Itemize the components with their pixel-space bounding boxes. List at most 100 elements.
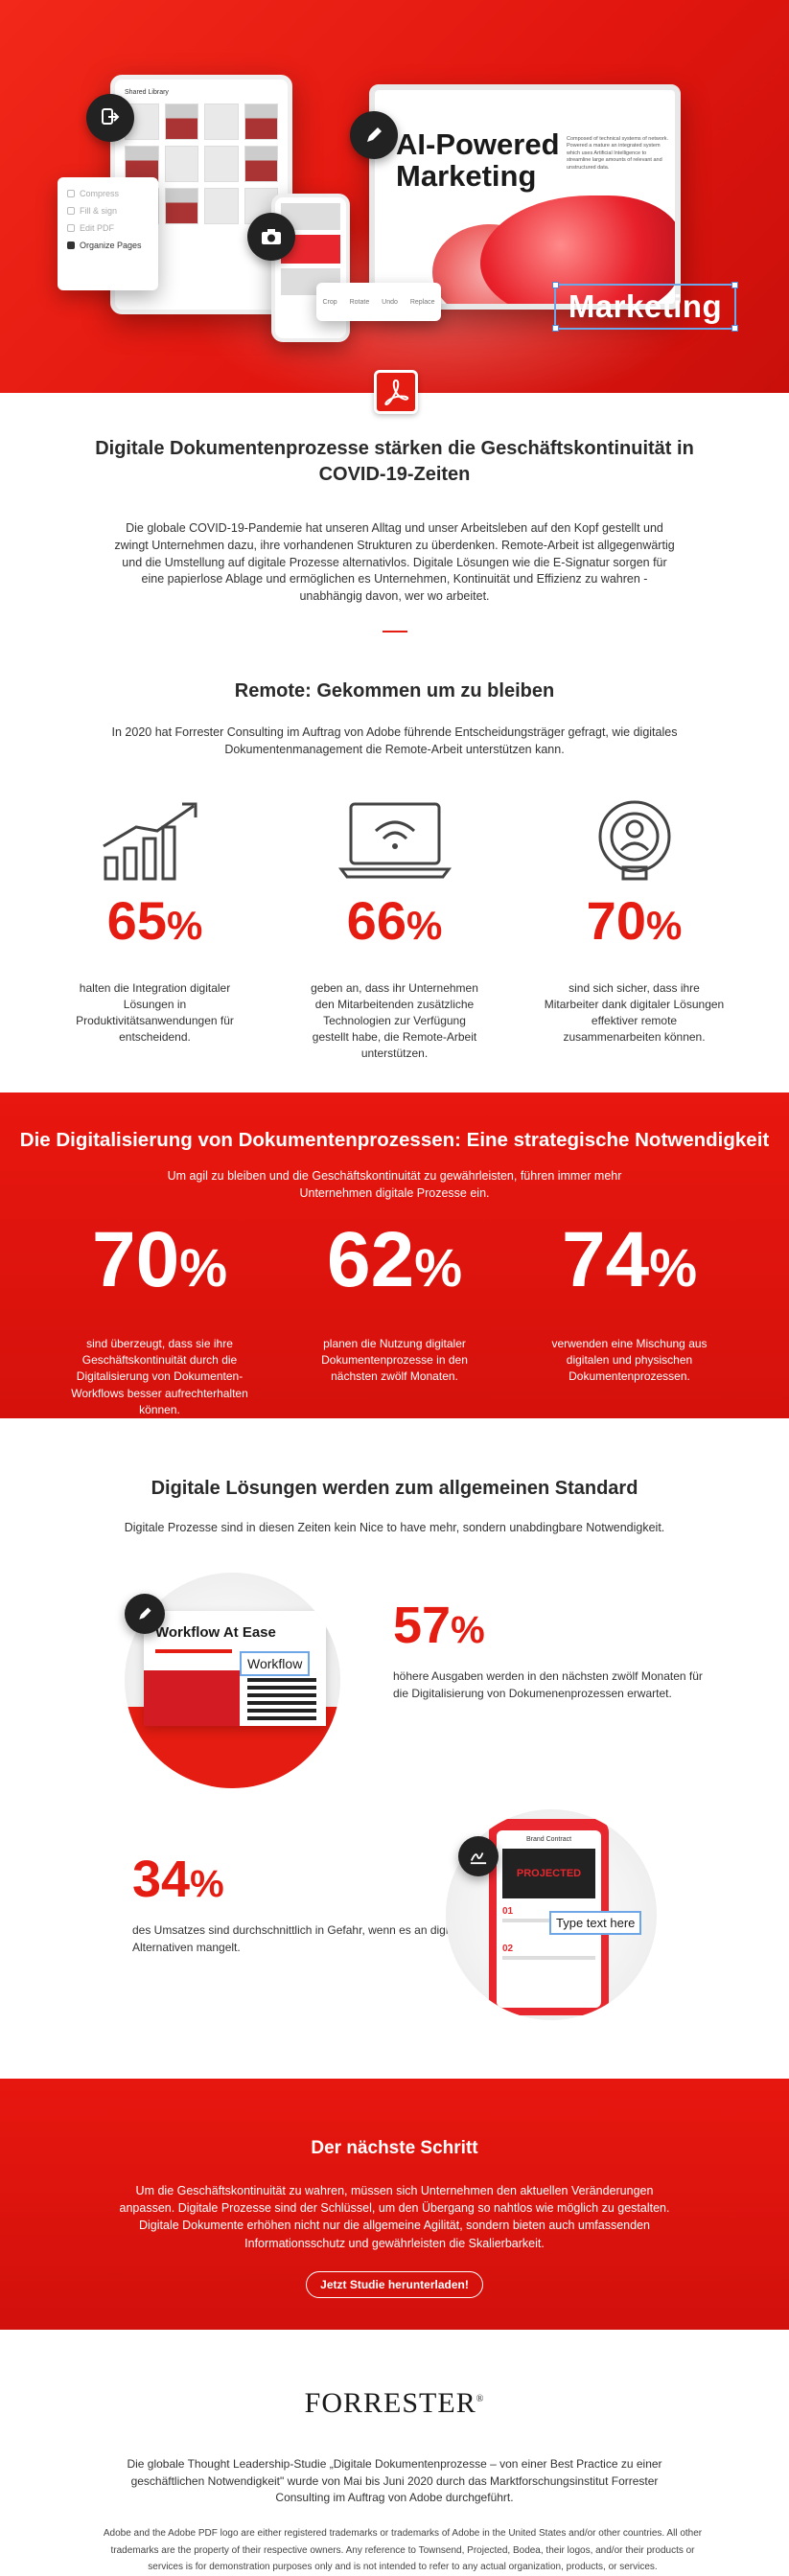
stat-description: planen die Nutzung digitaler Dokumentenp… xyxy=(321,1337,468,1384)
laptop-wifi-icon xyxy=(299,794,491,883)
stat-value: 66% xyxy=(299,894,491,948)
rotate-tool[interactable]: Rotate xyxy=(349,298,370,306)
marketing-text-selection[interactable]: Marketing xyxy=(552,282,738,332)
camera-icon xyxy=(247,213,295,261)
remote-stats: 65% halten die Integration digitaler Lös… xyxy=(59,794,731,1062)
stat-number: 66 xyxy=(346,890,406,951)
resize-handle[interactable] xyxy=(731,282,738,288)
stat-description: des Umsatzes sind durchschnittlich in Ge… xyxy=(132,1923,474,1954)
stat-value: 62% xyxy=(299,1221,491,1300)
contract-line xyxy=(502,1956,595,1961)
resize-handle[interactable] xyxy=(552,325,559,332)
strategic-section: Die Digitalisierung von Dokumentenprozes… xyxy=(0,1092,789,1419)
type-text-field[interactable]: Type text here xyxy=(549,1911,642,1936)
resize-handle[interactable] xyxy=(731,325,738,332)
adobe-acrobat-icon xyxy=(374,370,418,414)
workflow-bar xyxy=(155,1649,232,1654)
edit-pdf-icon xyxy=(67,224,75,232)
stat-description: geben an, dass ihr Unternehmen den Mitar… xyxy=(311,981,478,1061)
hero-banner: Shared Library Compress Fill & sign Edit… xyxy=(0,0,789,393)
stat-unit: % xyxy=(406,903,443,948)
stat-number: 70 xyxy=(91,1216,180,1304)
intro-body: Die globale COVID-19-Pandemie hat unsere… xyxy=(114,521,675,603)
stat-card: 65% halten die Integration digitaler Lös… xyxy=(59,794,251,1062)
study-note: Die globale Thought Leadership-Studie „D… xyxy=(127,2457,662,2504)
stat-unit: % xyxy=(451,1609,485,1652)
stat-unit: % xyxy=(649,1237,697,1299)
hero-laptop: AI-Powered Marketing Composed of technic… xyxy=(369,84,681,310)
intro-title: Digitale Dokumentenprozesse stärken die … xyxy=(95,438,694,485)
fill-sign-icon xyxy=(67,207,75,215)
stat-card: 70% sind sich sicher, dass ihre Mitarbei… xyxy=(539,794,731,1062)
contract-header: Brand Contract xyxy=(525,1836,572,1844)
next-step-section: Der nächste Schritt Um die Geschäftskont… xyxy=(0,2079,789,2331)
pencil-icon xyxy=(125,1594,165,1635)
stat-number: 70 xyxy=(586,890,646,951)
stat-number: 57 xyxy=(393,1597,452,1655)
stat-description: sind sich sicher, dass ihre Mitarbeiter … xyxy=(544,981,725,1045)
forrester-logo: FORRESTER® xyxy=(96,2387,693,2420)
stat-unit: % xyxy=(179,1237,227,1299)
strategic-title: Die Digitalisierung von Dokumentenprozes… xyxy=(19,1129,770,1152)
next-step-title: Der nächste Schritt xyxy=(311,2138,478,2159)
menu-item-edit-pdf[interactable]: Edit PDF xyxy=(63,219,152,237)
stat-card: 74% verwenden eine Mischung aus digitale… xyxy=(534,1221,726,1417)
menu-item-label: Compress xyxy=(80,189,120,198)
mobile-share-icon xyxy=(86,94,134,142)
doc-thumbnail xyxy=(244,104,278,140)
standard-section: Digitale Lösungen werden zum allgemeinen… xyxy=(0,1418,789,1534)
doc-thumbnail xyxy=(204,146,239,182)
standard-row-1: Workflow At Ease Workflow 57% höhere Aus… xyxy=(0,1573,789,1798)
edit-toolbar: Crop Rotate Undo Replace xyxy=(316,283,441,321)
menu-item-compress[interactable]: Compress xyxy=(63,185,152,202)
crop-tool[interactable]: Crop xyxy=(322,298,337,306)
stat-unit: % xyxy=(414,1237,462,1299)
stat-number: 62 xyxy=(326,1216,415,1304)
replace-tool[interactable]: Replace xyxy=(409,298,435,306)
stat-value: 70% xyxy=(539,894,731,948)
workflow-title: Workflow At Ease xyxy=(155,1624,276,1642)
stat-number: 34 xyxy=(132,1851,191,1909)
workflow-illustration: Workflow At Ease Workflow xyxy=(125,1573,340,1789)
organize-pages-icon xyxy=(67,242,75,249)
menu-item-label: Fill & sign xyxy=(80,206,118,216)
menu-item-fill-sign[interactable]: Fill & sign xyxy=(63,202,152,219)
stat-value: 65% xyxy=(59,894,251,948)
forrester-logo-text: FORRESTER xyxy=(304,2387,476,2420)
standard-subtitle: Digitale Prozesse sind in diesen Zeiten … xyxy=(124,1521,665,1535)
standard-row-2: 34% des Umsatzes sind durchschnittlich i… xyxy=(0,1806,789,2031)
forrester-logo-mark: ® xyxy=(476,2394,485,2405)
workflow-label[interactable]: Workflow xyxy=(240,1651,311,1677)
resize-handle[interactable] xyxy=(552,282,559,288)
next-step-body: Um die Geschäftskontinuität zu wahren, m… xyxy=(119,2184,670,2250)
stat-value: 57% xyxy=(393,1599,719,1651)
menu-item-organize-pages[interactable]: Organize Pages xyxy=(63,237,152,254)
strategic-stats: 70% sind überzeugt, dass sie ihre Geschä… xyxy=(64,1221,726,1417)
section-divider xyxy=(382,630,407,632)
stat-number: 74 xyxy=(561,1216,650,1304)
contract-brand: PROJECTED xyxy=(502,1849,595,1899)
stat-description: verwenden eine Mischung aus digitalen un… xyxy=(551,1337,708,1384)
download-study-button[interactable]: Jetzt Studie herunterladen! xyxy=(306,2270,483,2298)
growth-chart-icon xyxy=(59,794,251,883)
remote-title: Remote: Gekommen um zu bleiben xyxy=(234,679,555,702)
stat-value: 70% xyxy=(64,1221,256,1300)
stat-value: 74% xyxy=(534,1221,726,1300)
stat-unit: % xyxy=(166,903,203,948)
signature-icon xyxy=(458,1836,499,1877)
standard-title: Digitale Lösungen werden zum allgemeinen… xyxy=(151,1478,638,1500)
doc-thumbnail xyxy=(164,146,198,182)
workflow-stripes xyxy=(247,1678,316,1723)
contract-item: 02 xyxy=(502,1944,514,1955)
tools-menu: Compress Fill & sign Edit PDF Organize P… xyxy=(58,177,158,290)
doc-thumbnail xyxy=(204,104,239,140)
legal-disclaimer: Adobe and the Adobe PDF logo are either … xyxy=(103,2528,703,2573)
stat-card: 70% sind überzeugt, dass sie ihre Geschä… xyxy=(64,1221,256,1417)
stat-description: höhere Ausgaben werden in den nächsten z… xyxy=(393,1669,703,1700)
person-broadcast-icon xyxy=(539,794,731,883)
stat-unit: % xyxy=(645,903,683,948)
footer: FORRESTER® Die globale Thought Leadershi… xyxy=(0,2330,789,2576)
undo-tool[interactable]: Undo xyxy=(382,298,398,306)
laptop-title: AI-Powered Marketing xyxy=(396,128,560,193)
remote-section: Remote: Gekommen um zu bleiben In 2020 h… xyxy=(0,632,789,1062)
